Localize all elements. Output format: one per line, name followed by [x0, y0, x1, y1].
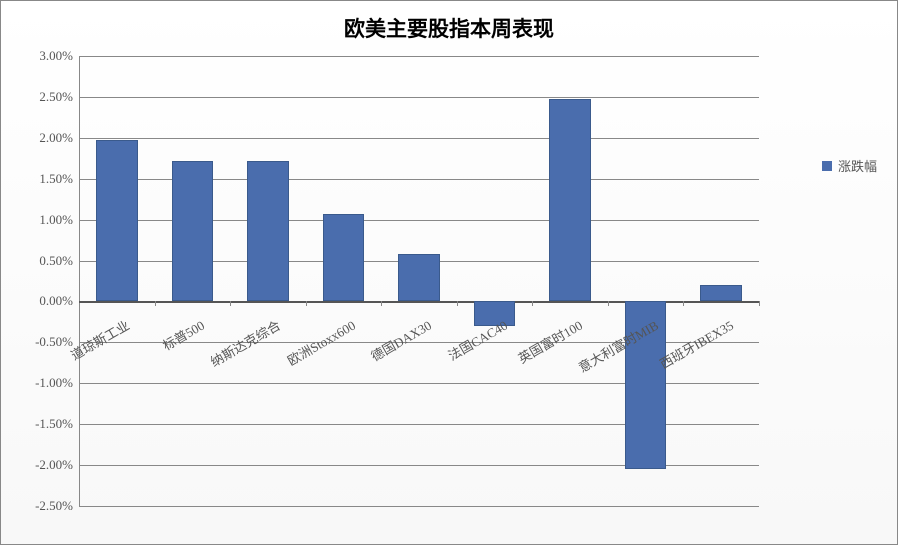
- y-tick-label: 2.50%: [39, 89, 73, 105]
- x-tick: [532, 301, 533, 306]
- legend-marker: [822, 161, 832, 171]
- x-tick: [155, 301, 156, 306]
- bar: [172, 161, 214, 302]
- x-tick: [230, 301, 231, 306]
- y-tick-label: -1.50%: [35, 416, 73, 432]
- bars-group: [79, 56, 759, 506]
- y-tick-label: 0.00%: [39, 293, 73, 309]
- legend-label: 涨跌幅: [838, 156, 877, 175]
- y-tick-label: 2.00%: [39, 130, 73, 146]
- y-tick-label: 1.50%: [39, 171, 73, 187]
- y-tick-label: -2.00%: [35, 457, 73, 473]
- y-tick-label: 3.00%: [39, 48, 73, 64]
- x-tick: [683, 301, 684, 306]
- bar: [700, 285, 742, 301]
- bar: [398, 254, 440, 301]
- x-tick: [457, 301, 458, 306]
- y-tick-label: -1.00%: [35, 375, 73, 391]
- x-tick: [759, 301, 760, 306]
- chart-title: 欧美主要股指本周表现: [1, 1, 897, 43]
- bar: [247, 161, 289, 302]
- x-tick: [306, 301, 307, 306]
- y-tick-label: -2.50%: [35, 498, 73, 514]
- bar: [549, 99, 591, 301]
- x-tick: [608, 301, 609, 306]
- bar: [96, 140, 138, 301]
- legend: 涨跌幅: [822, 156, 877, 175]
- chart-container: 欧美主要股指本周表现 3.00%2.50%2.00%1.50%1.00%0.50…: [0, 0, 898, 545]
- bar: [323, 214, 365, 302]
- y-tick-label: 0.50%: [39, 253, 73, 269]
- gridline: [79, 506, 759, 507]
- y-tick-label: 1.00%: [39, 212, 73, 228]
- x-tick: [381, 301, 382, 306]
- plot-area: 3.00%2.50%2.00%1.50%1.00%0.50%0.00%-0.50…: [79, 56, 759, 506]
